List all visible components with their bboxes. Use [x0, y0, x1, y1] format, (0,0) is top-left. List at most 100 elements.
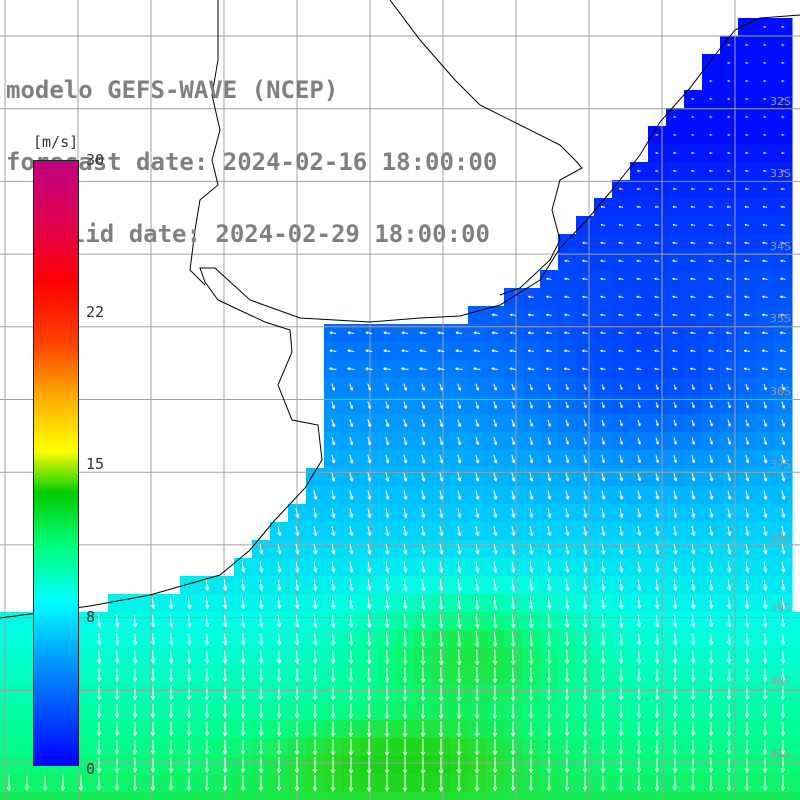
wind-arrow — [421, 419, 426, 428]
wind-arrow — [132, 757, 138, 773]
speed-cell — [360, 792, 379, 800]
wind-arrow — [491, 313, 498, 317]
speed-cell — [0, 666, 19, 685]
wind-arrow — [367, 490, 372, 500]
wind-arrow — [439, 525, 444, 537]
speed-cell — [558, 234, 577, 253]
speed-cell — [594, 792, 613, 800]
wind-arrow — [601, 561, 606, 573]
wind-arrow — [421, 543, 426, 555]
wind-arrow — [402, 738, 408, 756]
wind-arrow — [457, 472, 462, 482]
wind-arrow — [690, 650, 696, 664]
wind-arrow — [493, 525, 498, 537]
wind-arrow — [709, 508, 714, 518]
wind-arrow — [636, 757, 642, 773]
wind-arrow — [600, 650, 606, 664]
wind-arrow — [492, 667, 498, 683]
wind-arrow — [582, 349, 588, 353]
wind-arrow — [744, 722, 750, 737]
wind-arrow — [330, 668, 336, 682]
wind-arrow — [781, 383, 785, 391]
wind-arrow — [96, 757, 102, 773]
wind-arrow — [564, 667, 570, 683]
wind-arrow — [727, 490, 732, 500]
wind-arrow — [367, 561, 372, 573]
speed-cell — [792, 738, 800, 757]
wind-arrow — [510, 703, 516, 719]
wind-arrow — [600, 367, 606, 371]
wind-arrow — [403, 436, 408, 446]
wind-arrow — [475, 578, 480, 592]
speed-cell — [18, 738, 37, 757]
wind-arrow — [240, 650, 246, 664]
wind-arrow — [329, 367, 337, 371]
wind-arrow — [258, 775, 264, 791]
wind-arrow — [312, 686, 318, 700]
wind-arrow — [367, 508, 372, 519]
wind-arrow — [691, 384, 695, 390]
wind-arrow — [401, 349, 409, 353]
wind-arrow — [709, 401, 713, 409]
wind-arrow — [150, 650, 156, 664]
wind-arrow — [240, 686, 246, 700]
wind-arrow — [150, 668, 156, 682]
speed-cell — [576, 792, 595, 800]
wind-arrow — [672, 739, 678, 755]
speed-cell — [0, 738, 19, 757]
wind-arrow — [781, 472, 786, 482]
wind-arrow — [331, 597, 336, 610]
wind-arrow — [708, 775, 714, 791]
wind-arrow — [349, 383, 354, 391]
wind-arrow — [528, 685, 534, 701]
speed-cell — [18, 666, 37, 685]
wind-arrow — [493, 508, 498, 519]
wind-arrow — [331, 632, 336, 646]
wind-arrow — [726, 757, 732, 773]
wind-arrow — [582, 295, 588, 299]
wind-arrow — [529, 525, 534, 537]
wind-arrow — [781, 437, 786, 446]
wind-arrow — [709, 134, 713, 136]
wind-arrow — [781, 401, 785, 409]
wind-arrow — [547, 631, 552, 647]
wind-arrow — [618, 650, 624, 664]
speed-cell — [0, 630, 19, 649]
wind-arrow — [655, 579, 660, 591]
wind-arrow — [475, 561, 480, 573]
wind-arrow — [582, 367, 588, 371]
wind-arrow — [745, 62, 749, 64]
wind-arrow — [619, 632, 624, 646]
wind-arrow — [312, 650, 318, 664]
wind-arrow — [655, 526, 660, 537]
wind-arrow — [762, 668, 768, 682]
wind-arrow — [655, 490, 660, 500]
wind-arrow — [745, 472, 750, 482]
wind-arrow — [582, 313, 588, 317]
wind-arrow — [763, 543, 768, 555]
wind-arrow — [654, 277, 660, 281]
wind-arrow — [294, 721, 300, 737]
wind-arrow — [745, 454, 750, 464]
wind-arrow — [349, 472, 354, 482]
wind-arrow — [673, 151, 677, 154]
lat-label: 33S — [770, 167, 791, 180]
wind-arrow — [330, 703, 336, 719]
wind-arrow — [511, 437, 516, 446]
wind-arrow — [780, 187, 785, 190]
wind-arrow — [601, 384, 605, 390]
wind-arrow — [655, 151, 659, 154]
wind-arrow — [331, 490, 336, 500]
wind-arrow — [691, 402, 695, 409]
wind-arrow — [672, 223, 678, 227]
coastline — [0, 0, 800, 619]
wind-arrow — [205, 579, 210, 591]
wind-arrow — [421, 490, 426, 500]
wind-arrow — [780, 259, 786, 263]
wind-arrow — [655, 597, 660, 610]
wind-arrow — [223, 615, 228, 628]
wind-arrow — [690, 686, 696, 700]
wind-arrow — [437, 349, 445, 353]
wind-arrow — [565, 472, 570, 482]
wind-arrow — [618, 704, 624, 719]
